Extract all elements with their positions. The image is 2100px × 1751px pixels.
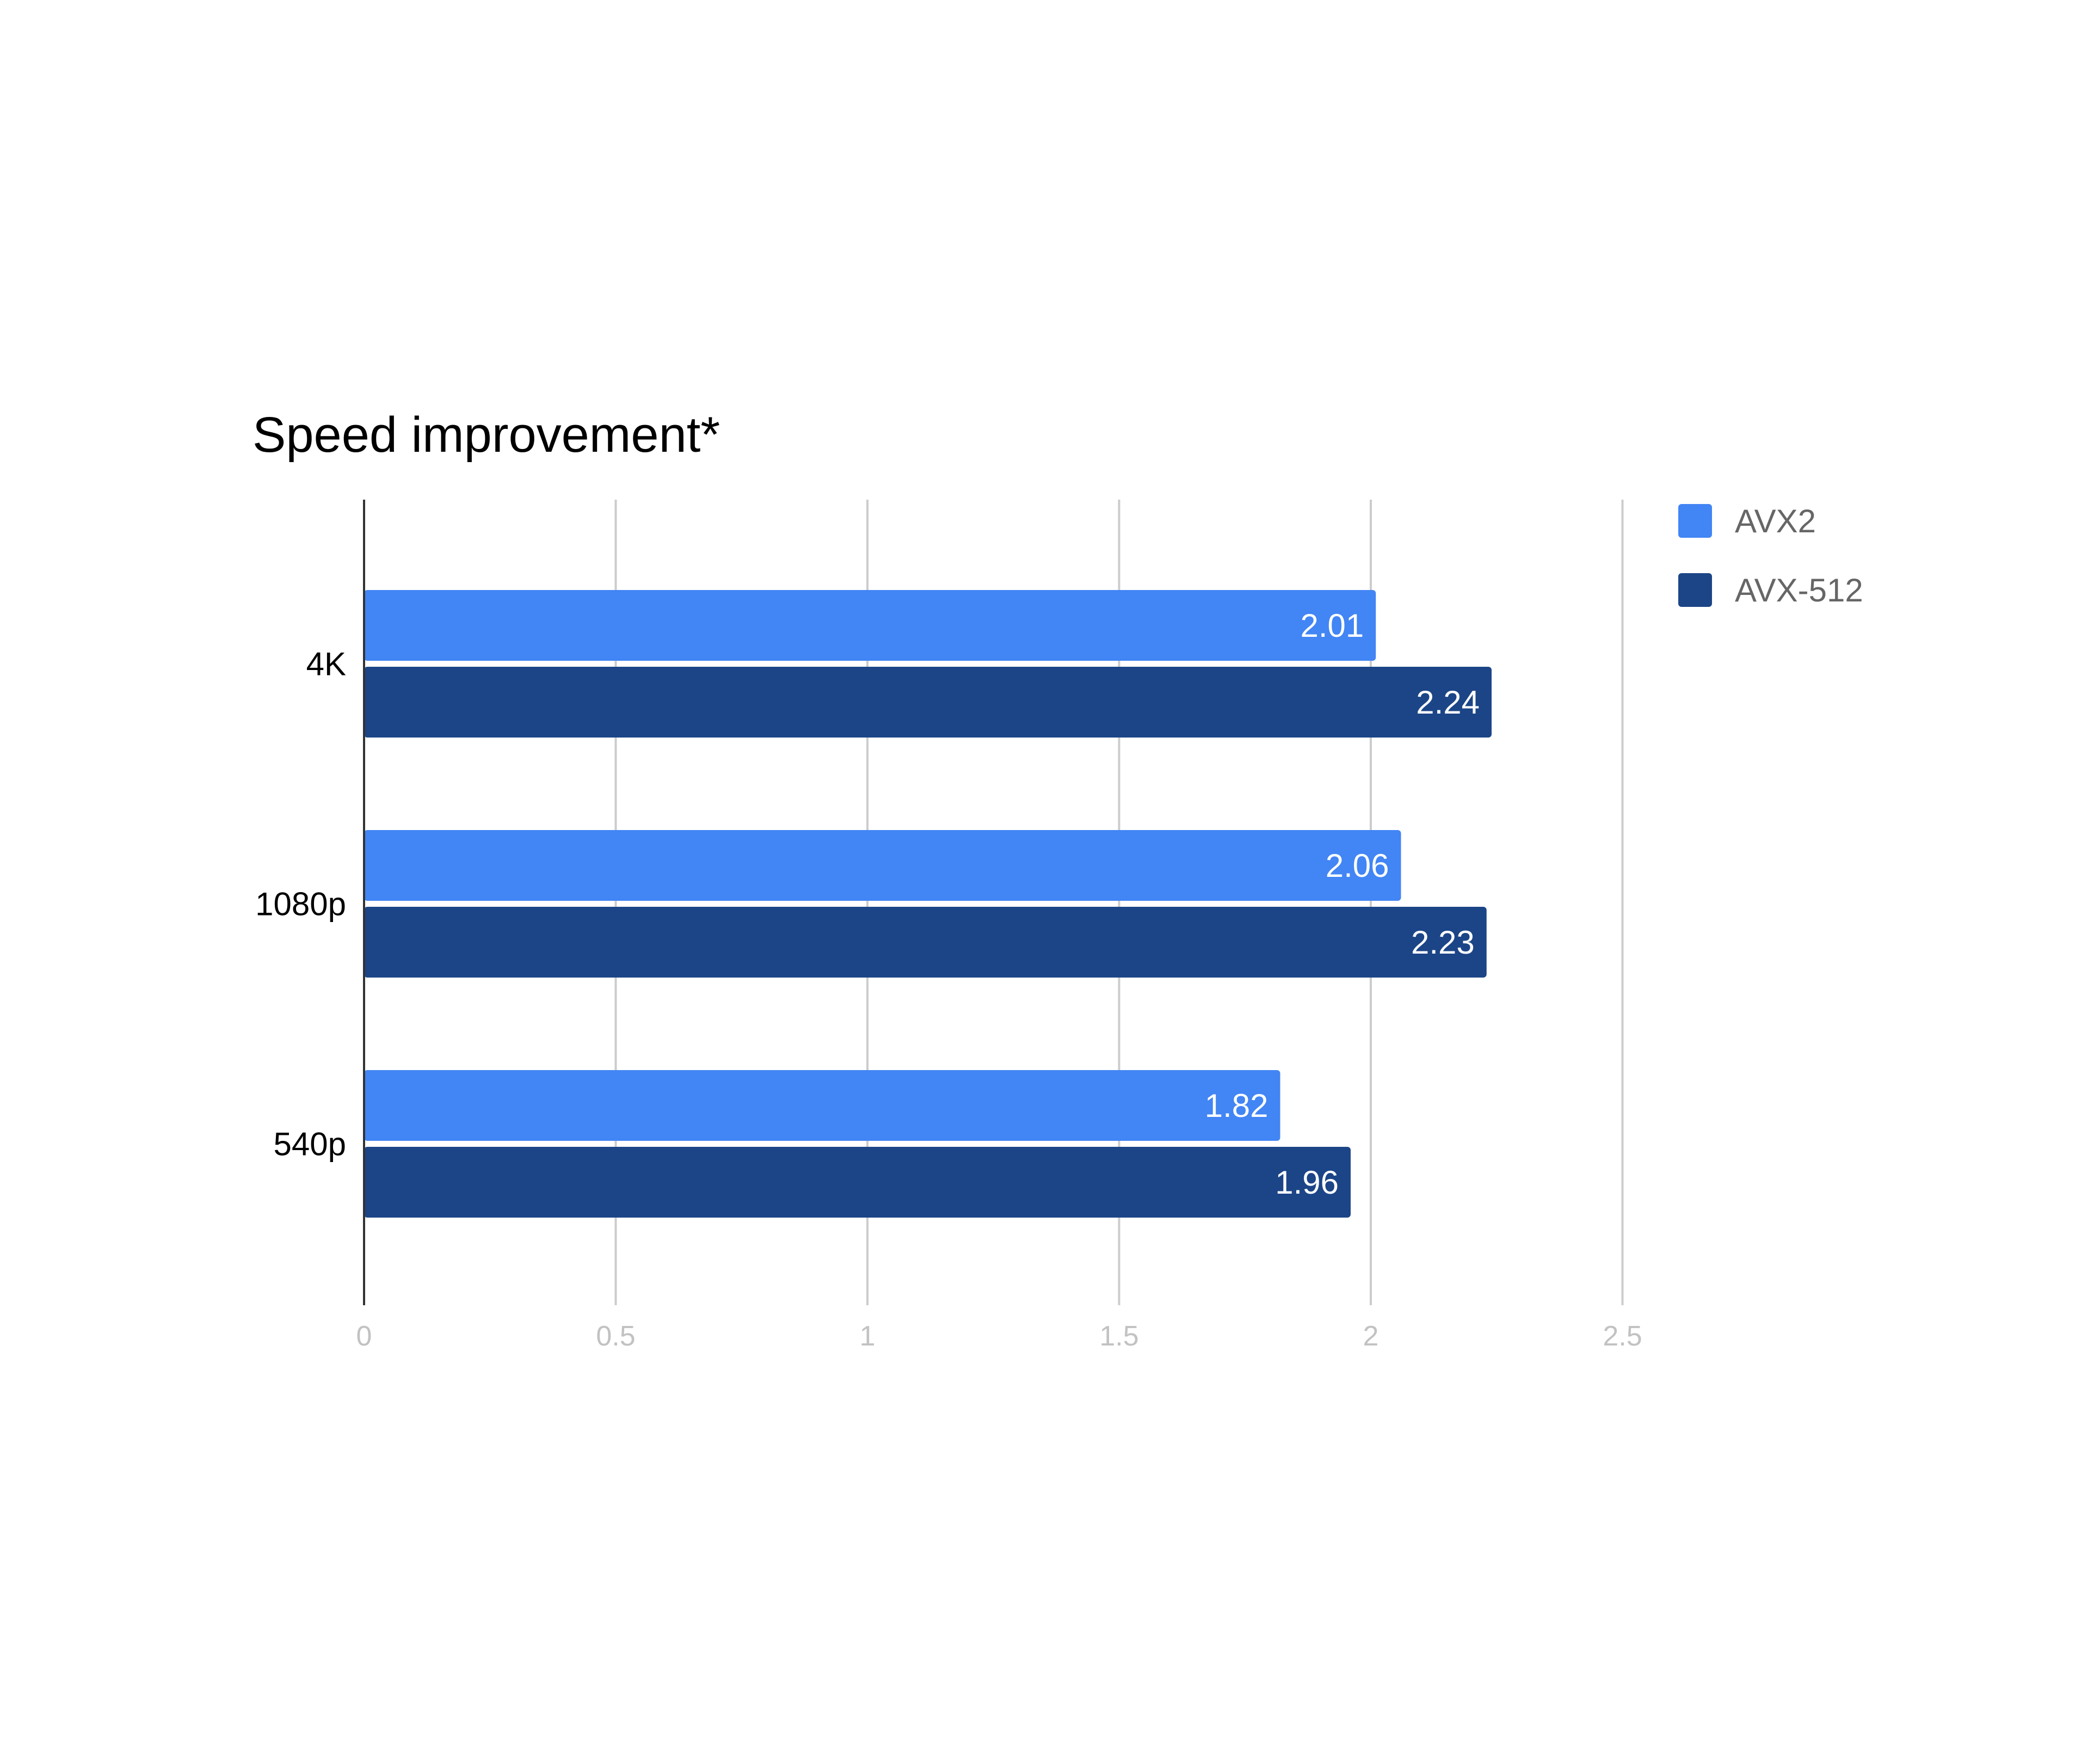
chart-title: Speed improvement*	[253, 407, 720, 463]
data-label: 2.23	[1411, 924, 1475, 961]
x-tick-label: 1	[860, 1320, 876, 1352]
data-label: 2.24	[1416, 684, 1480, 721]
legend-swatch	[1678, 504, 1712, 538]
bar	[364, 1147, 1351, 1218]
category-label: 540p	[274, 1126, 346, 1163]
bar	[364, 830, 1401, 901]
bar	[364, 907, 1487, 978]
legend: AVX2 AVX-512	[1678, 503, 1863, 609]
category-label: 4K	[306, 646, 346, 683]
x-tick-label: 0.5	[596, 1320, 635, 1352]
bars: 2.01 2.24 2.06 2.23 1.82 1.96	[364, 590, 1492, 1218]
bar	[364, 1070, 1280, 1141]
x-tick-label: 0	[356, 1320, 372, 1352]
category-label: 1080p	[255, 886, 346, 923]
x-tick-label: 2	[1363, 1320, 1379, 1352]
bar	[364, 590, 1376, 661]
axes: 0 0.5 1 1.5 2 2.5 4K 1080p 540p	[255, 500, 1642, 1352]
data-label: 2.01	[1300, 607, 1364, 644]
legend-swatch	[1678, 573, 1712, 607]
legend-label: AVX2	[1735, 503, 1816, 539]
data-label: 1.96	[1275, 1164, 1339, 1201]
data-label: 1.82	[1205, 1088, 1268, 1124]
legend-label: AVX-512	[1735, 572, 1863, 609]
x-tick-label: 2.5	[1603, 1320, 1642, 1352]
x-tick-label: 1.5	[1099, 1320, 1138, 1352]
data-label: 2.06	[1326, 847, 1389, 884]
bar	[364, 667, 1492, 738]
